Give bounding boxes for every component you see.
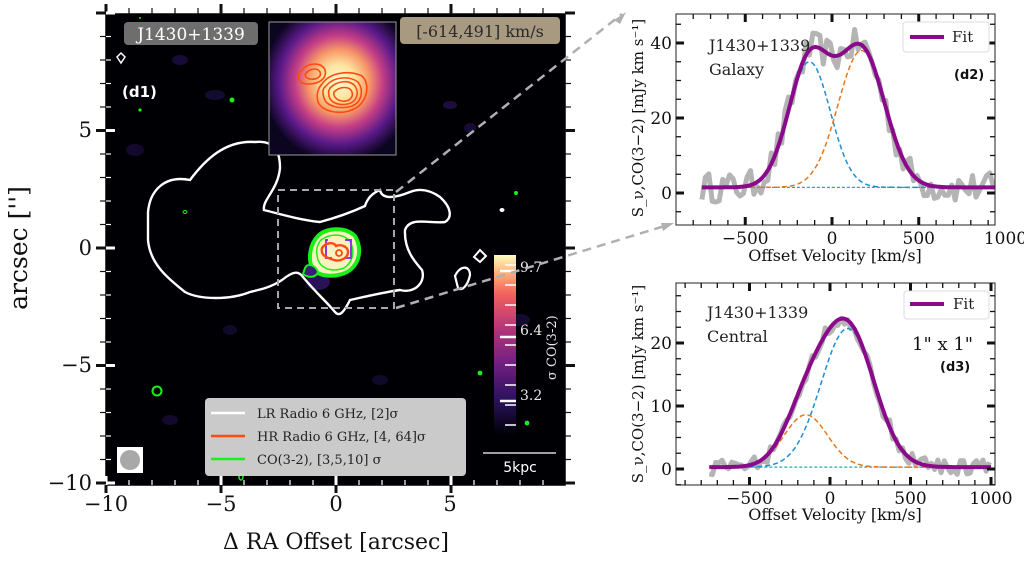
- inset-hr-contours: [297, 63, 368, 114]
- d3-aperture-label: 1" x 1": [912, 334, 973, 355]
- d2-y-axis-label: S_ν,CO(3−2) [mJy km s⁻¹]: [629, 19, 647, 217]
- d2-ticks: [676, 14, 995, 225]
- d3-x-axis-label: Offset Velocity [km/s]: [748, 505, 922, 524]
- panel-label-d2: (d2): [954, 68, 984, 83]
- d3-region-label: Central: [707, 327, 768, 346]
- colorbar-tick-label: 3.2: [520, 388, 542, 404]
- connector-arrow-icon: [614, 12, 626, 24]
- connector-arrow-icon: [661, 223, 674, 231]
- object-label-box: J1430+1339: [124, 22, 258, 45]
- y-tick-label: −5: [61, 353, 92, 377]
- d3-y-axis-label: S_ν,CO(3−2) [mJy km s⁻¹]: [629, 285, 647, 483]
- d2-object-label: J1430+1339: [707, 36, 810, 55]
- d3-legend-label: Fit: [953, 295, 974, 313]
- d3-y-tick-label: 20: [650, 334, 672, 354]
- map-ticks: [96, 4, 575, 493]
- colorbar-label: σ CO(3-2): [545, 315, 560, 380]
- zoom-box: [277, 189, 395, 309]
- d3-x-tick-label: 0: [825, 489, 836, 509]
- d2-y-tick-label: 0: [661, 184, 672, 204]
- d2-y-tick-label: 40: [650, 34, 672, 54]
- d2-x-tick-label: −500: [722, 229, 769, 249]
- connector-lines: [395, 13, 669, 310]
- x-tick-label: −10: [84, 492, 128, 516]
- y-tick-label: 0: [79, 236, 92, 260]
- y-tick-label: 5: [79, 118, 92, 142]
- d2-x-tick-label: 1000: [984, 229, 1024, 249]
- d3-x-tick-label: 500: [894, 489, 926, 509]
- lr-radio-contour-small-2: [472, 248, 488, 264]
- d3-frame: [675, 282, 996, 486]
- d2-legend-label: Fit: [952, 28, 973, 46]
- colorbar-tick-label: 6.4: [520, 323, 542, 339]
- spectrum-panel-d2: J1430+1339 Galaxy Fit (d2) −500 0 500 10…: [629, 13, 1024, 265]
- d3-y-tick-label: 0: [661, 460, 672, 480]
- d2-component-orange: [701, 49, 995, 189]
- legend-label: LR Radio 6 GHz, [2]σ: [257, 407, 398, 422]
- d2-region-label: Galaxy: [709, 60, 764, 79]
- object-label: J1430+1339: [135, 25, 245, 45]
- lr-radio-blob: [499, 208, 505, 212]
- d3-legend: Fit: [903, 290, 990, 320]
- d3-component-blue: [709, 327, 991, 468]
- y-tick-label: −10: [48, 471, 92, 495]
- panel-label-d1: (d1): [122, 83, 157, 101]
- d2-x-axis-label: Offset Velocity [km/s]: [748, 246, 922, 265]
- spectrum-panel-d3: J1430+1339 Central Fit 1" x 1" (d3) −500…: [629, 282, 1013, 524]
- velocity-range-label: [-614,491] km/s: [416, 22, 544, 41]
- d3-fit-line: [709, 316, 991, 470]
- marker-icon: [116, 51, 126, 65]
- d2-x-tick-label: 0: [827, 229, 838, 249]
- x-tick-label: 0: [329, 492, 342, 516]
- beam-indicator: [117, 447, 143, 473]
- inset-image: [268, 21, 397, 156]
- d2-x-tick-label: 500: [903, 229, 935, 249]
- x-tick-label: −5: [206, 492, 237, 516]
- colorbar: 9.7 6.4 3.2 σ CO(3-2): [494, 255, 560, 435]
- d3-ticks: [676, 283, 995, 486]
- map-legend: LR Radio 6 GHz, [2]σ HR Radio 6 GHz, [4,…: [205, 398, 466, 476]
- legend-label: CO(3-2), [3,5,10] σ: [257, 453, 382, 468]
- y-axis-label: arcsec ['']: [4, 186, 33, 310]
- x-axis-label: Δ RA Offset [arcsec]: [223, 530, 449, 555]
- lr-radio-contour: [146, 140, 451, 316]
- d3-y-tick-label: 10: [650, 397, 672, 417]
- velocity-range-box: [-614,491] km/s: [400, 17, 560, 44]
- legend-label: HR Radio 6 GHz, [4, 64]σ: [257, 430, 426, 445]
- d3-x-tick-label: −500: [726, 489, 773, 509]
- d3-x-tick-label: 1000: [969, 489, 1012, 509]
- scale-bar: 5kpc: [483, 452, 556, 476]
- hr-radio-contours: [320, 242, 350, 262]
- d3-object-label: J1430+1339: [705, 303, 808, 322]
- d2-fit-line: [701, 41, 995, 190]
- panel-label-d3: (d3): [940, 360, 970, 375]
- map-panel: J1430+1339 [-614,491] km/s (d1) 9.7 6.4 …: [4, 4, 575, 555]
- x-tick-label: 5: [443, 492, 456, 516]
- d2-legend: Fit: [902, 21, 990, 53]
- scale-bar-label: 5kpc: [503, 460, 537, 476]
- d2-y-tick-label: 20: [650, 109, 672, 129]
